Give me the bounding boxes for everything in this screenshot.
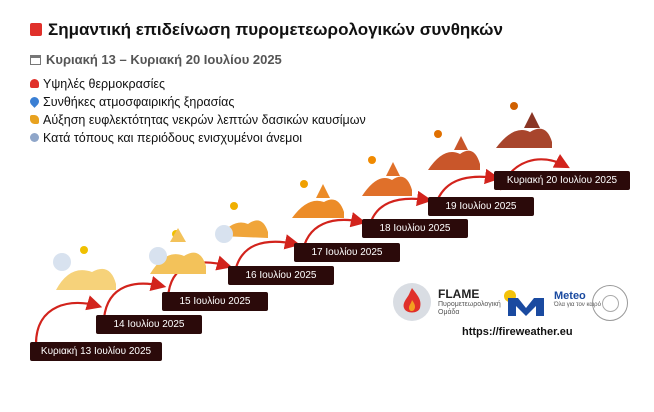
alert-icon <box>30 23 42 36</box>
timeline-step-18: 18 Ιουλίου 2025 <box>362 219 468 238</box>
flame-logo-text: FLAME Πυρομετεωρολογική Ομάδα <box>438 287 501 316</box>
weather-scene-17 <box>292 180 344 218</box>
date-range: Κυριακή 13 – Κυριακή 20 Ιουλίου 2025 <box>30 52 282 67</box>
page-title: Σημαντική επιδείνωση πυρομετεωρολογικών … <box>30 20 503 40</box>
timeline-step-19: 19 Ιουλίου 2025 <box>428 197 534 216</box>
timeline-step-13: Κυριακή 13 Ιουλίου 2025 <box>30 342 162 361</box>
leaf-icon <box>30 115 39 124</box>
flame-logo <box>393 283 431 321</box>
timeline-step-16: 16 Ιουλίου 2025 <box>228 266 334 285</box>
thermometer-icon <box>30 79 39 88</box>
timeline-step-20: Κυριακή 20 Ιουλίου 2025 <box>494 171 630 190</box>
weather-scene-20 <box>496 102 552 148</box>
weather-scene-14 <box>149 228 206 274</box>
weather-scene-15 <box>215 202 268 243</box>
timeline-step-17: 17 Ιουλίου 2025 <box>294 243 400 262</box>
weather-scene-18 <box>362 156 412 196</box>
condition-item: Κατά τόπους και περιόδους ενισχυμένοι άν… <box>30 131 302 145</box>
condition-item: Υψηλές θερμοκρασίες <box>30 77 165 91</box>
condition-item: Συνθήκες ατμοσφαιρικής ξηρασίας <box>28 95 234 109</box>
timeline-step-15: 15 Ιουλίου 2025 <box>162 292 268 311</box>
wind-icon <box>30 133 39 142</box>
website-link[interactable]: https://fireweather.eu <box>462 326 573 338</box>
calendar-icon <box>30 55 41 65</box>
weather-scene-13 <box>53 246 116 290</box>
weather-scene-19 <box>428 130 480 170</box>
meteo-logo-text: Meteo Όλα για τον καιρό <box>554 290 601 308</box>
timeline-step-14: 14 Ιουλίου 2025 <box>96 315 202 334</box>
university-seal-icon <box>592 285 628 321</box>
condition-item: Αύξηση ευφλεκτότητας νεκρών λεπτών δασικ… <box>30 113 366 127</box>
meteo-logo <box>504 290 544 316</box>
